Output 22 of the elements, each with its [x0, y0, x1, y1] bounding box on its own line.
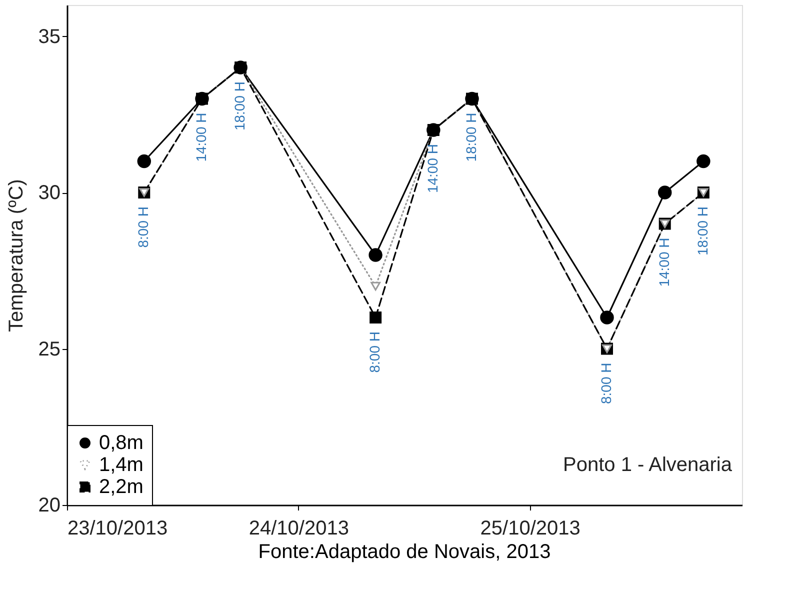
annotation: Ponto 1 - Alvenaria	[563, 454, 733, 476]
y-tick-label: 25	[38, 338, 60, 360]
annotation: 18:00 H	[694, 206, 710, 256]
x-tick-label: 25/10/2013	[480, 518, 580, 540]
annotation: 8:00 H	[366, 332, 383, 373]
annotation: 18:00 H	[232, 82, 248, 131]
source-note: Fonte:Adaptado de Novais, 2013	[258, 541, 551, 563]
legend-label: 1,4m	[99, 454, 144, 476]
y-tick-label: 30	[38, 182, 60, 204]
x-tick-label: 23/10/2013	[68, 518, 168, 540]
y-tick-label: 35	[38, 26, 60, 48]
annotation: 18:00 H	[463, 112, 479, 162]
annotation: 8:00 H	[135, 206, 152, 248]
annotation: 14:00 H	[424, 144, 440, 194]
annotation: 14:00 H	[193, 112, 209, 162]
annotation: 8:00 H	[598, 362, 614, 404]
legend-label: 0,8m	[99, 432, 144, 454]
y-tick-label: 20	[38, 494, 60, 516]
annotation: 14:00 H	[656, 238, 672, 287]
y-axis-title: Temperatura (ºC)	[5, 179, 28, 332]
legend-label: 2,2m	[99, 476, 144, 498]
x-tick-label: 24/10/2013	[248, 518, 349, 540]
